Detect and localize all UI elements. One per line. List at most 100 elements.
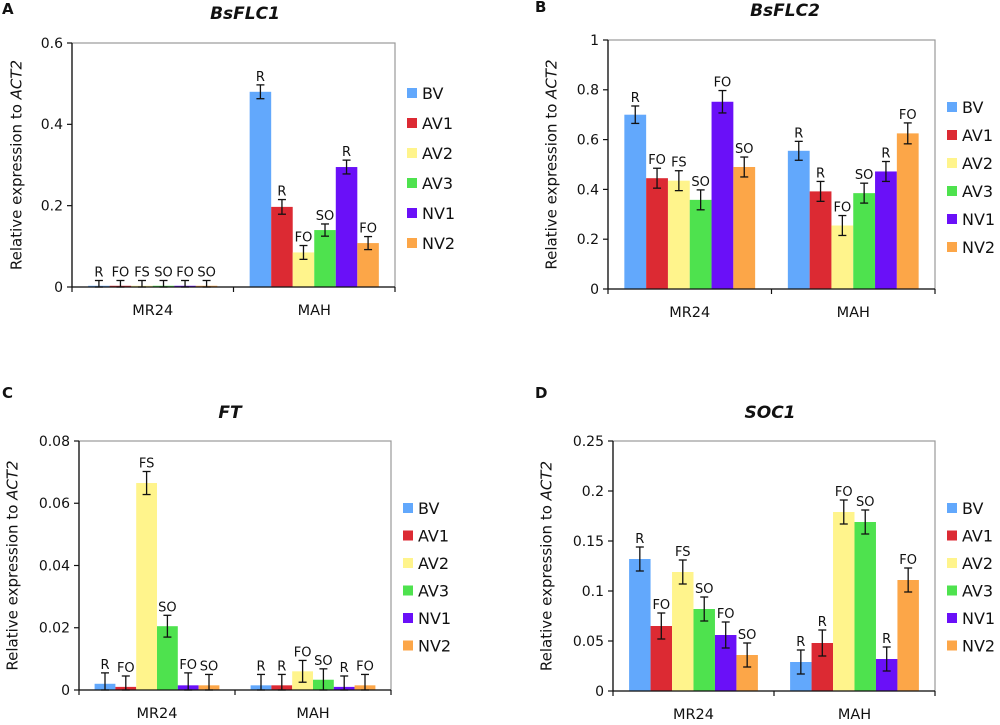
bar-label: FO <box>835 485 853 500</box>
y-tick-label: 0.06 <box>39 496 70 512</box>
bar-label: SO <box>314 654 332 669</box>
y-tick-label: 0.1 <box>582 584 604 600</box>
legend-swatch-NV1 <box>403 613 413 623</box>
y-tick-label: 0.4 <box>577 182 599 198</box>
chart-title: SOC1 <box>745 403 796 423</box>
legend-swatch-NV2 <box>947 640 957 651</box>
y-axis-label: Relative expression to ACT2 <box>3 460 21 670</box>
legend-label: AV1 <box>422 114 453 133</box>
legend-swatch-BV <box>947 102 957 112</box>
y-axis-label-gene: ACT2 <box>537 461 555 501</box>
bar-label: SO <box>158 600 176 615</box>
x-category-label: MAH <box>296 706 329 721</box>
panel-B: B BsFLC2 Relative expression to ACT2 R R FO R F… <box>535 0 995 321</box>
bar-NV2-MAH <box>897 580 919 691</box>
bar-AV2-MR24 <box>136 483 157 690</box>
x-category-label: MR24 <box>132 303 173 319</box>
bar-AV3-MAH <box>853 193 876 289</box>
legend-label: NV1 <box>422 204 455 223</box>
legend-swatch-NV2 <box>947 242 957 252</box>
legend-label: AV2 <box>962 554 993 573</box>
legend-label: NV1 <box>418 609 451 628</box>
legend-swatch-NV1 <box>947 613 957 623</box>
bar-label: FO <box>356 659 374 674</box>
bar-label: R <box>256 70 265 85</box>
bar-label: FO <box>294 645 312 660</box>
legend-swatch-AV2 <box>407 148 417 158</box>
legend-label: AV1 <box>962 526 993 545</box>
y-tick-label: 0.2 <box>41 199 63 215</box>
legend-label: NV2 <box>962 238 995 257</box>
panel-letter: D <box>535 384 547 402</box>
legend-swatch-NV2 <box>403 640 413 651</box>
bar-NV1-MAH <box>875 659 898 691</box>
x-category-label: MR24 <box>669 305 710 321</box>
legend-swatch-NV2 <box>407 238 417 248</box>
y-tick-label: 0.6 <box>41 36 63 52</box>
bar-NV1-MR24 <box>714 635 737 691</box>
legend-label: BV <box>962 98 983 117</box>
bar-AV1-MAH <box>811 643 834 691</box>
bar-label: FO <box>176 265 194 280</box>
y-axis-label-text: Relative expression to <box>542 99 560 270</box>
bar-AV3-MR24 <box>693 609 715 691</box>
legend-label: AV2 <box>962 154 993 173</box>
bar-label: R <box>882 632 891 647</box>
bar-label: FO <box>833 201 851 216</box>
bar-label: SO <box>197 265 215 280</box>
y-tick-label: 0.02 <box>39 621 70 637</box>
legend-swatch-BV <box>407 88 417 98</box>
legend-swatch-AV3 <box>947 585 957 596</box>
legend-label: AV3 <box>418 581 449 600</box>
y-axis-label-text: Relative expression to <box>7 99 25 270</box>
bar-AV1-MR24 <box>646 178 668 289</box>
bar-label: FO <box>717 607 735 622</box>
y-tick-label: 0 <box>590 282 599 298</box>
bar-label: R <box>881 147 890 162</box>
y-axis-label: Relative expression to ACT2 <box>7 60 25 270</box>
y-axis-label: Relative expression to ACT2 <box>537 461 555 671</box>
legend-label: AV3 <box>422 174 453 193</box>
y-tick-label: 0.08 <box>39 434 70 450</box>
panel-letter: A <box>2 0 14 18</box>
y-axis-label-gene: ACT2 <box>3 460 21 500</box>
bar-label: FO <box>652 598 670 613</box>
legend-swatch-BV <box>403 503 413 513</box>
bar-label: R <box>100 658 109 673</box>
bar-label: R <box>635 532 644 547</box>
bar-label: FO <box>714 76 732 91</box>
bar-NV2-MR24 <box>733 166 756 289</box>
legend-swatch-AV3 <box>403 585 413 596</box>
bar-label: R <box>256 659 265 674</box>
plot-area <box>78 440 392 691</box>
bar-label: SO <box>316 209 334 224</box>
bar-AV3-MAH <box>314 230 336 287</box>
legend-label: AV2 <box>418 554 449 573</box>
bar-label: FO <box>899 108 917 123</box>
bar-AV2-MAH <box>831 225 854 289</box>
y-tick-label: 0.8 <box>577 83 599 99</box>
bar-label: R <box>816 166 825 181</box>
bar-label: FO <box>648 153 666 168</box>
bar-label: R <box>631 91 640 106</box>
legend-swatch-AV2 <box>947 158 957 168</box>
legend-label: NV2 <box>422 234 455 253</box>
legend-swatch-AV1 <box>407 118 417 128</box>
y-tick-label: 0 <box>54 280 63 296</box>
y-tick-label: 0 <box>595 684 604 700</box>
bar-label: FS <box>671 156 687 171</box>
legend-swatch-AV2 <box>947 558 957 568</box>
bar-AV2-MR24 <box>667 180 690 289</box>
x-category-label: MR24 <box>136 706 177 721</box>
bar-label: FO <box>179 658 197 673</box>
bar-label: SO <box>738 628 756 643</box>
bar-NV2-MR24 <box>736 655 758 691</box>
bar-label: R <box>796 635 805 650</box>
bar-label: R <box>277 659 286 674</box>
bar-label: FS <box>139 457 155 472</box>
legend-swatch-BV <box>947 503 957 513</box>
legend-label: AV3 <box>962 581 993 600</box>
